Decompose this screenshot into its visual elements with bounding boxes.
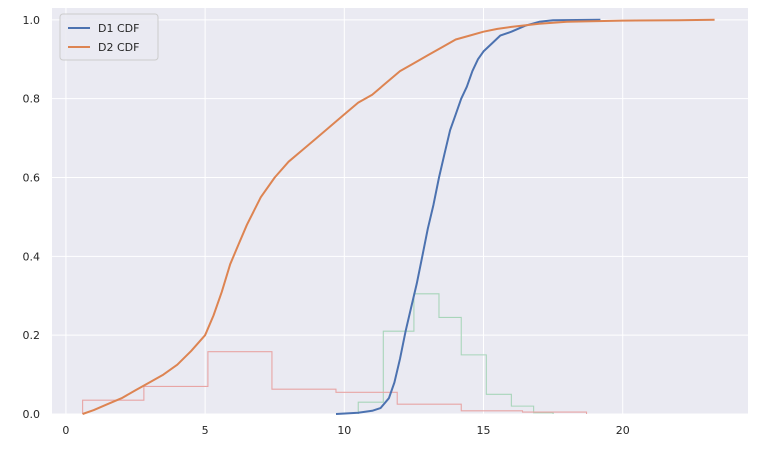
x-tick-label: 5 — [202, 424, 209, 437]
y-tick-label: 0.8 — [23, 93, 41, 106]
y-tick-label: 0.4 — [23, 250, 41, 263]
cdf-lines — [82, 18, 715, 415]
x-tick-label: 10 — [337, 424, 351, 437]
legend-label: D1 CDF — [98, 22, 139, 35]
histogram-step-1 — [357, 293, 554, 414]
legend-label: D2 CDF — [98, 41, 139, 54]
x-tick-label: 15 — [477, 424, 491, 437]
y-tick-label: 1.0 — [23, 14, 41, 27]
y-axis-ticks: 0.0 0.2 0.4 0.6 0.8 1.0 — [23, 14, 41, 421]
y-tick-label: 0.0 — [23, 408, 41, 421]
y-tick-label: 0.2 — [23, 329, 41, 342]
histogram-step-2 — [82, 351, 588, 414]
grid — [52, 8, 748, 415]
x-tick-label: 20 — [616, 424, 630, 437]
legend-box — [59, 13, 159, 61]
x-axis-ticks: 0 5 10 15 20 — [62, 424, 629, 437]
cdf-line-d1-cdf — [335, 18, 601, 415]
cdf-line-d2-cdf — [82, 18, 715, 415]
y-tick-label: 0.6 — [23, 171, 41, 184]
x-tick-label: 0 — [62, 424, 69, 437]
histograms — [82, 293, 588, 414]
legend: D1 CDF D2 CDF — [59, 13, 159, 61]
plot-background — [52, 8, 748, 414]
